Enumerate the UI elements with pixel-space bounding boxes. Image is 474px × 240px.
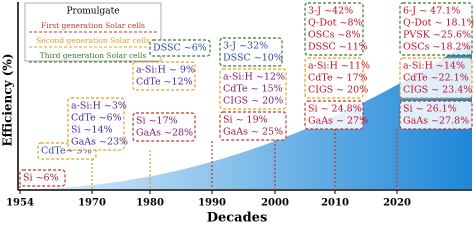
cell-efficiency: a-Si:H ~3% — [71, 101, 127, 112]
x-tick-label: 1990 — [198, 198, 226, 209]
cell-efficiency: CdTe ~ 17% — [308, 73, 368, 84]
legend-box — [24, 2, 162, 62]
cell-efficiency: Q-Dot ~ 18.1% — [403, 18, 474, 29]
cell-efficiency: DSSC ~11% — [308, 42, 368, 53]
cell-efficiency: a-Si:H ~12% — [223, 72, 285, 83]
cell-box — [304, 57, 364, 99]
cell-box — [219, 111, 287, 141]
legend-title: Promulgate — [66, 7, 119, 17]
cell-box — [132, 112, 196, 142]
cell-efficiency: a-Si:H ~14% — [403, 61, 465, 72]
cell-box — [132, 61, 196, 91]
legend-label: First generation Solar cells — [41, 21, 145, 30]
cell-efficiency: 6-J ~ 47.1% — [403, 6, 460, 17]
cell-efficiency: CIGS ~ 23.4% — [403, 85, 472, 96]
x-tick-label: 1970 — [78, 198, 106, 209]
cell-efficiency: Si ~6% — [23, 173, 59, 184]
x-tick-label: 2000 — [261, 198, 289, 209]
x-tick-label: 2020 — [383, 198, 411, 209]
legend-label: Second generation Solar cells — [36, 36, 150, 45]
cell-efficiency: CdTe ~ 15% — [223, 84, 283, 95]
cell-efficiency: a-Si:H ~11% — [308, 61, 370, 72]
diagram: Efficiency (%) Decades Promulgate 1954 19… — [1, 2, 474, 226]
cell-box — [399, 100, 473, 130]
x-tick-label: 1954 — [6, 198, 34, 209]
cell-efficiency: CdTe ~22.1% — [403, 73, 469, 84]
x-tick-label: 2010 — [321, 198, 349, 209]
cell-efficiency: DSSC ~6% — [153, 43, 207, 54]
cell-box — [304, 2, 364, 56]
cell-efficiency: OSCs ~8% — [308, 30, 361, 41]
cell-box — [399, 57, 473, 99]
cell-efficiency: a-Si:H ~ 9% — [136, 65, 195, 76]
cell-efficiency: Si ~ 19% — [223, 115, 268, 126]
cell-efficiency: GaAs ~ 25% — [223, 127, 283, 138]
cell-efficiency: 3-J ~32% — [223, 41, 268, 52]
cell-efficiency: CIGS ~ 20% — [223, 96, 283, 107]
cell-box — [219, 37, 283, 67]
cell-efficiency: OSCs ~18.2% — [403, 42, 471, 53]
legend-label: Third generation Solar cells — [40, 51, 147, 60]
y-axis-label: Efficiency (%) — [1, 54, 15, 147]
cell-efficiency: CIGS ~ 20% — [308, 85, 368, 96]
cell-efficiency: PVSK ~25.6% — [403, 30, 471, 41]
cell-efficiency: CdTe~ 9% — [41, 146, 92, 157]
cell-efficiency: Q-Dot ~8% — [308, 18, 363, 29]
efficiency-wedge — [30, 40, 472, 189]
x-tick-label: 1980 — [136, 198, 164, 209]
cell-box — [304, 100, 364, 130]
cell-efficiency: Si ~ 24.8% — [308, 104, 362, 115]
cell-efficiency: GaAs ~28% — [136, 128, 193, 139]
cell-efficiency: CdTe ~6% — [71, 113, 122, 124]
cell-efficiency: Si ~17% — [136, 116, 178, 127]
cell-efficiency: GaAs ~27.8% — [403, 116, 469, 127]
cell-efficiency: Si ~ 26.1% — [403, 104, 457, 115]
cell-efficiency: DSSC ~10% — [223, 53, 283, 64]
cell-box — [219, 68, 287, 110]
cell-efficiency: GaAs ~ 27% — [308, 116, 368, 127]
cell-box — [399, 2, 473, 56]
cell-efficiency: GaAs ~23% — [71, 137, 128, 148]
x-axis-label: Decades — [207, 211, 268, 226]
cell-efficiency: CdTe ~12% — [136, 77, 193, 88]
cell-efficiency: Si ~14% — [71, 125, 113, 136]
cell-box — [19, 169, 66, 187]
cell-box — [149, 39, 211, 57]
cell-efficiency: 3-J ~42% — [308, 6, 353, 17]
cell-box — [67, 97, 125, 151]
